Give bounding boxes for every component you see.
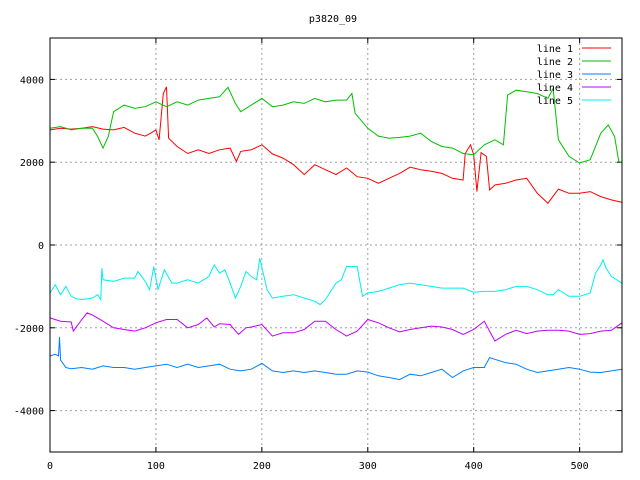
legend: line 1 line 2 line 3 line 4 line 5 bbox=[537, 44, 611, 107]
x-tick-label: 0 bbox=[47, 461, 53, 472]
axis-ticks: 0 100 200 300 400 500 -4000 -2000 0 2000 4000 bbox=[14, 38, 622, 472]
y-tick-label: 2000 bbox=[20, 158, 44, 169]
y-tick-label: 0 bbox=[38, 241, 44, 252]
legend-label-5: line 5 bbox=[537, 96, 573, 107]
y-tick-label: -2000 bbox=[14, 324, 44, 335]
series-line-4 bbox=[49, 312, 623, 342]
series-line-3 bbox=[49, 336, 623, 381]
legend-label-2: line 2 bbox=[537, 57, 573, 68]
series-group bbox=[49, 86, 623, 381]
x-tick-label: 400 bbox=[465, 461, 483, 472]
x-tick-label: 500 bbox=[571, 461, 589, 472]
chart-title: p3820_09 bbox=[309, 14, 357, 25]
series-line-5 bbox=[49, 258, 623, 306]
y-tick-label: -4000 bbox=[14, 407, 44, 418]
legend-label-1: line 1 bbox=[537, 44, 573, 55]
x-tick-label: 200 bbox=[253, 461, 271, 472]
x-tick-label: 300 bbox=[359, 461, 377, 472]
plot-frame bbox=[49, 37, 623, 453]
y-tick-label: 4000 bbox=[20, 75, 44, 86]
x-tick-label: 100 bbox=[147, 461, 165, 472]
legend-label-4: line 4 bbox=[537, 83, 573, 94]
series-line-1 bbox=[49, 86, 623, 204]
legend-label-3: line 3 bbox=[537, 70, 573, 81]
series-line-2 bbox=[49, 86, 623, 164]
